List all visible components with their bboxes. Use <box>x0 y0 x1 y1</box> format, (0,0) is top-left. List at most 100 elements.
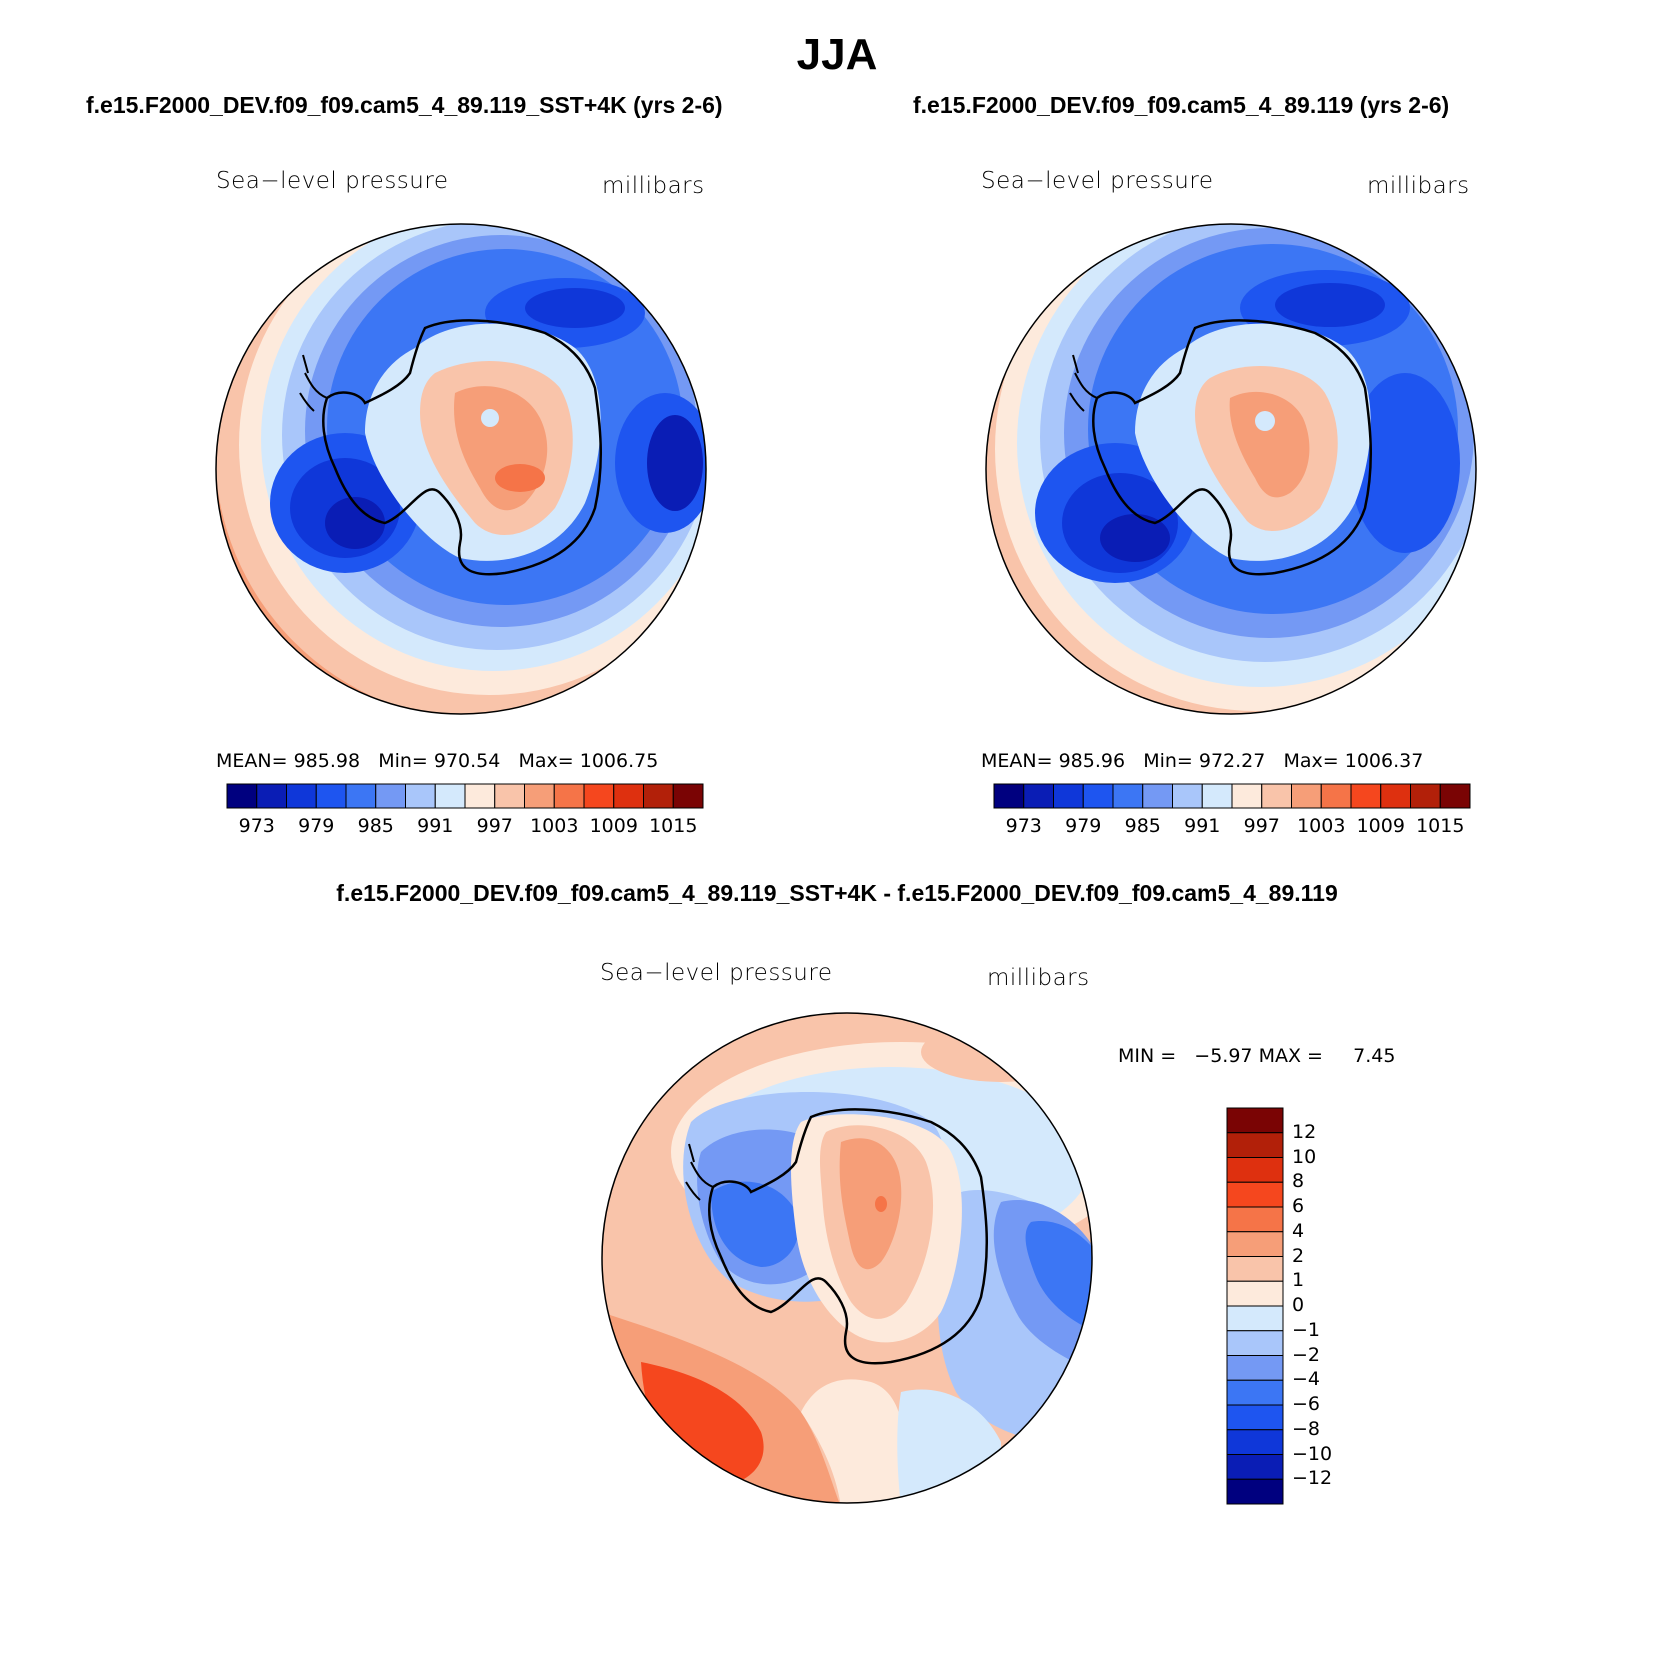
panel2-mean-label: MEAN= <box>981 750 1053 772</box>
colorbar-tick-label: 1003 <box>1297 815 1346 837</box>
colorbar-swatch <box>1380 783 1411 809</box>
colorbar-swatch <box>1410 783 1441 809</box>
colorbar-swatch <box>1226 1305 1284 1332</box>
panel2-max-value: 1006.37 <box>1344 750 1424 772</box>
colorbar-tick-label: 991 <box>417 815 454 837</box>
panel2-min-value: 972.27 <box>1198 750 1266 772</box>
colorbar-swatch <box>1226 1330 1284 1356</box>
colorbar-swatch <box>494 783 525 809</box>
colorbar-swatch <box>1023 783 1054 809</box>
panel2-max-label: Max= <box>1283 750 1339 772</box>
colorbar-tick-label: 6 <box>1292 1195 1305 1217</box>
diff-min-label: MIN = <box>1118 1045 1177 1067</box>
colorbar-swatch <box>1231 783 1263 809</box>
colorbar-swatch <box>1226 1181 1284 1208</box>
colorbar-swatch <box>464 783 496 809</box>
colorbar-tick-label: 8 <box>1292 1170 1305 1193</box>
colorbar-tick-label: 991 <box>1184 815 1221 837</box>
panel1-mean-value: 985.98 <box>293 750 361 772</box>
colorbar-swatch <box>1201 783 1233 809</box>
panel1-units-label: millibars <box>602 173 705 199</box>
colorbar-tick-label: 1003 <box>530 815 579 837</box>
colorbar-swatch <box>1320 783 1352 809</box>
diff-polar-map <box>601 1012 1093 1504</box>
panel1-case-title: f.e15.F2000_DEV.f09_f09.cam5_4_89.119_SS… <box>86 92 723 118</box>
colorbar-swatch <box>672 783 704 809</box>
colorbar-tick-label: −1 <box>1292 1318 1321 1341</box>
colorbar-tick-label: 979 <box>1065 815 1102 837</box>
colorbar-swatch <box>1226 1404 1284 1431</box>
colorbar-tick-label: 4 <box>1292 1219 1305 1242</box>
diff-max-label: MAX = <box>1258 1045 1323 1067</box>
colorbar-tick-label: 973 <box>238 815 275 837</box>
panel2-case-title: f.e15.F2000_DEV.f09_f09.cam5_4_89.119 (y… <box>913 92 1450 118</box>
colorbar-tick-label: −12 <box>1292 1467 1333 1490</box>
colorbar-swatch <box>256 783 287 809</box>
diff-max-value: 7.45 <box>1353 1045 1396 1067</box>
colorbar-tick-label: 1009 <box>589 815 638 837</box>
colorbar-swatch <box>1439 783 1471 809</box>
colorbar-tick-label: 2 <box>1292 1244 1305 1267</box>
colorbar-swatch <box>375 783 406 809</box>
panel2-variable-label: Sea−level pressure <box>981 168 1214 194</box>
panel2-stats: MEAN= 985.96 Min= 972.27 Max= 1006.37 <box>981 750 1423 772</box>
colorbar-tick-label: 985 <box>357 815 394 837</box>
colorbar-swatch <box>1226 1132 1284 1158</box>
colorbar-swatch <box>226 783 258 809</box>
panel1-min-label: Min= <box>378 750 428 772</box>
colorbar-swatch <box>1350 783 1382 809</box>
colorbar-tick-label: 1009 <box>1356 815 1405 837</box>
colorbar-swatch <box>286 783 317 809</box>
colorbar-tick-label: 1015 <box>1416 815 1465 837</box>
diff-min-value: −5.97 <box>1194 1045 1253 1067</box>
colorbar-swatch <box>1291 783 1322 809</box>
colorbar-swatch <box>1082 783 1114 809</box>
colorbar-swatch <box>1226 1256 1284 1282</box>
colorbar-swatch <box>1226 1454 1284 1480</box>
colorbar-tick-label: −6 <box>1292 1393 1321 1415</box>
panel2-units-label: millibars <box>1367 173 1470 199</box>
colorbar-swatch <box>405 783 436 809</box>
colorbar-swatch <box>1172 783 1203 809</box>
colorbar-tick-label: 985 <box>1124 815 1161 837</box>
panel1-max-label: Max= <box>518 750 574 772</box>
colorbar-tick-label: 10 <box>1292 1145 1317 1168</box>
panel1-colorbar <box>226 783 704 809</box>
colorbar-swatch <box>524 783 555 809</box>
colorbar-tick-label: 997 <box>476 815 513 837</box>
colorbar-swatch <box>583 783 615 809</box>
colorbar-swatch <box>1112 783 1144 809</box>
colorbar-tick-label: −8 <box>1292 1417 1321 1440</box>
colorbar-swatch <box>993 783 1025 809</box>
colorbar-swatch <box>434 783 466 809</box>
diff-units-label: millibars <box>987 965 1090 991</box>
panel1-variable-label: Sea−level pressure <box>216 168 449 194</box>
colorbar-swatch <box>1226 1429 1284 1455</box>
colorbar-swatch <box>1142 783 1173 809</box>
colorbar-tick-label: 1015 <box>649 815 698 837</box>
colorbar-tick-label: −10 <box>1292 1442 1333 1465</box>
panel2-colorbar <box>993 783 1471 809</box>
colorbar-swatch <box>1226 1157 1284 1183</box>
colorbar-tick-label: 973 <box>1005 815 1042 837</box>
colorbar-tick-label: 1 <box>1292 1269 1305 1292</box>
panel1-stats: MEAN= 985.98 Min= 970.54 Max= 1006.75 <box>216 750 658 772</box>
colorbar-swatch <box>315 783 347 809</box>
colorbar-tick-label: 12 <box>1292 1120 1317 1143</box>
colorbar-swatch <box>1226 1206 1284 1233</box>
colorbar-swatch <box>1226 1280 1284 1307</box>
colorbar-tick-label: 979 <box>298 815 335 837</box>
diff-title: f.e15.F2000_DEV.f09_f09.cam5_4_89.119_SS… <box>336 880 1338 906</box>
panel2-min-label: Min= <box>1143 750 1193 772</box>
colorbar-swatch <box>1226 1379 1284 1406</box>
colorbar-tick-label: −4 <box>1292 1368 1321 1391</box>
colorbar-swatch <box>1226 1478 1284 1505</box>
colorbar-tick-label: 997 <box>1243 815 1280 837</box>
panel1-mean-label: MEAN= <box>216 750 288 772</box>
colorbar-tick-label: −2 <box>1292 1343 1321 1366</box>
panel1-min-value: 970.54 <box>433 750 501 772</box>
panel2-polar-map <box>985 223 1477 715</box>
colorbar-swatch <box>553 783 585 809</box>
diff-colorbar <box>1226 1107 1284 1505</box>
main-title: JJA <box>796 30 878 79</box>
